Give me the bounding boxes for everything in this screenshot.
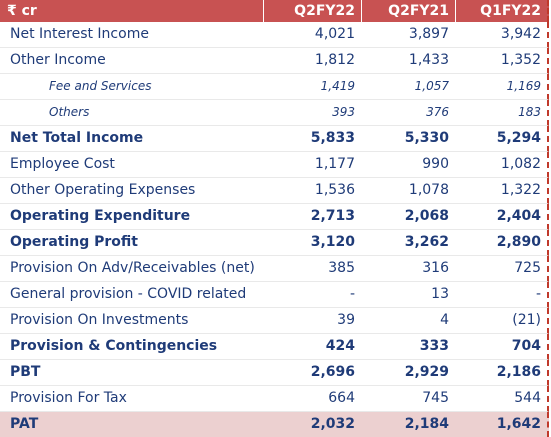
cell-q2fy22: 3,120 <box>263 230 361 256</box>
cell-q1fy22: - <box>455 282 549 308</box>
cell-q2fy21: 2,929 <box>361 360 455 386</box>
cell-q2fy22: 1,812 <box>263 48 361 74</box>
row-label: General provision - COVID related <box>0 282 263 308</box>
row-provision-on-investments: Provision On Investments 39 4 (21) <box>0 308 549 334</box>
cell-q2fy21: 1,433 <box>361 48 455 74</box>
cell-q2fy22: 5,833 <box>263 126 361 152</box>
row-label: PAT <box>0 412 263 437</box>
table-header-row: ₹ cr Q2FY22 Q2FY21 Q1FY22 <box>0 0 549 22</box>
cell-q2fy22: 2,032 <box>263 412 361 437</box>
column-header-q2fy22: Q2FY22 <box>263 0 361 22</box>
row-provision-on-adv-receivables: Provision On Adv/Receivables (net) 385 3… <box>0 256 549 282</box>
cell-q2fy22: - <box>263 282 361 308</box>
row-label: Other Income <box>0 48 263 74</box>
cell-q2fy21: 990 <box>361 152 455 178</box>
row-operating-profit: Operating Profit 3,120 3,262 2,890 <box>0 230 549 256</box>
row-label: Provision On Investments <box>0 308 263 334</box>
row-general-provision-covid: General provision - COVID related - 13 - <box>0 282 549 308</box>
row-label: Employee Cost <box>0 152 263 178</box>
cell-q2fy21: 376 <box>361 100 455 126</box>
cell-q2fy21: 333 <box>361 334 455 360</box>
row-pat: PAT 2,032 2,184 1,642 <box>0 412 549 437</box>
row-provision-for-tax: Provision For Tax 664 745 544 <box>0 386 549 412</box>
cell-q1fy22: 1,082 <box>455 152 549 178</box>
cell-q2fy21: 5,330 <box>361 126 455 152</box>
row-label: Fee and Services <box>0 74 263 100</box>
cell-q1fy22: 704 <box>455 334 549 360</box>
row-label: Provision On Adv/Receivables (net) <box>0 256 263 282</box>
cell-q1fy22: 5,294 <box>455 126 549 152</box>
cell-q2fy21: 1,078 <box>361 178 455 204</box>
cell-q1fy22: 2,890 <box>455 230 549 256</box>
cell-q1fy22: 1,642 <box>455 412 549 437</box>
cell-q2fy22: 1,536 <box>263 178 361 204</box>
cell-q1fy22: 183 <box>455 100 549 126</box>
cell-q2fy21: 3,897 <box>361 22 455 48</box>
row-other-operating-expenses: Other Operating Expenses 1,536 1,078 1,3… <box>0 178 549 204</box>
row-fee-and-services: Fee and Services 1,419 1,057 1,169 <box>0 74 549 100</box>
cell-q2fy22: 4,021 <box>263 22 361 48</box>
cell-q2fy21: 316 <box>361 256 455 282</box>
cell-q2fy21: 3,262 <box>361 230 455 256</box>
cell-q2fy21: 2,068 <box>361 204 455 230</box>
cell-q2fy22: 2,696 <box>263 360 361 386</box>
cell-q2fy21: 4 <box>361 308 455 334</box>
cell-q2fy22: 385 <box>263 256 361 282</box>
row-label: PBT <box>0 360 263 386</box>
cell-q2fy21: 745 <box>361 386 455 412</box>
row-label: Net Total Income <box>0 126 263 152</box>
row-net-total-income: Net Total Income 5,833 5,330 5,294 <box>0 126 549 152</box>
cell-q1fy22: 1,322 <box>455 178 549 204</box>
cell-q2fy21: 13 <box>361 282 455 308</box>
cell-q1fy22: 2,186 <box>455 360 549 386</box>
cell-q1fy22: 725 <box>455 256 549 282</box>
row-employee-cost: Employee Cost 1,177 990 1,082 <box>0 152 549 178</box>
cell-q1fy22: 544 <box>455 386 549 412</box>
row-others: Others 393 376 183 <box>0 100 549 126</box>
cell-q2fy22: 1,419 <box>263 74 361 100</box>
cell-q2fy22: 1,177 <box>263 152 361 178</box>
cell-q2fy22: 39 <box>263 308 361 334</box>
cell-q2fy21: 1,057 <box>361 74 455 100</box>
row-label: Others <box>0 100 263 126</box>
cell-q1fy22: 3,942 <box>455 22 549 48</box>
row-net-interest-income: Net Interest Income 4,021 3,897 3,942 <box>0 22 549 48</box>
cell-q2fy22: 424 <box>263 334 361 360</box>
row-other-income: Other Income 1,812 1,433 1,352 <box>0 48 549 74</box>
unit-header: ₹ cr <box>0 0 263 22</box>
row-label: Other Operating Expenses <box>0 178 263 204</box>
cell-q2fy21: 2,184 <box>361 412 455 437</box>
cell-q1fy22: 2,404 <box>455 204 549 230</box>
column-header-q2fy21: Q2FY21 <box>361 0 455 22</box>
cell-q2fy22: 664 <box>263 386 361 412</box>
cell-q1fy22: (21) <box>455 308 549 334</box>
row-label: Provision & Contingencies <box>0 334 263 360</box>
row-pbt: PBT 2,696 2,929 2,186 <box>0 360 549 386</box>
cell-q1fy22: 1,352 <box>455 48 549 74</box>
row-operating-expenditure: Operating Expenditure 2,713 2,068 2,404 <box>0 204 549 230</box>
row-label: Net Interest Income <box>0 22 263 48</box>
row-label: Operating Expenditure <box>0 204 263 230</box>
row-label: Operating Profit <box>0 230 263 256</box>
cell-q2fy22: 2,713 <box>263 204 361 230</box>
cell-q2fy22: 393 <box>263 100 361 126</box>
cell-q1fy22: 1,169 <box>455 74 549 100</box>
row-provision-and-contingencies: Provision & Contingencies 424 333 704 <box>0 334 549 360</box>
column-header-q1fy22: Q1FY22 <box>455 0 549 22</box>
row-label: Provision For Tax <box>0 386 263 412</box>
